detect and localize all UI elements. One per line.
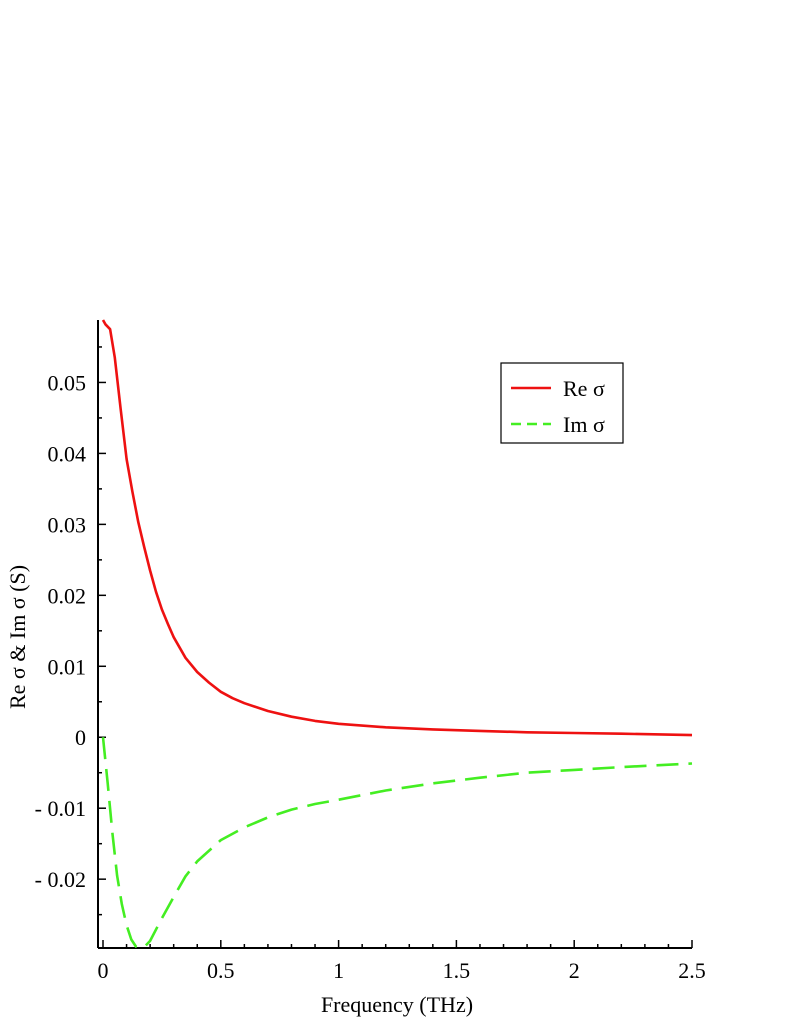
legend-box (500, 362, 624, 444)
y-tick-label: 0.01 (48, 654, 87, 679)
y-tick-label: 0.03 (48, 512, 87, 537)
x-tick-label: 0.5 (207, 958, 235, 983)
series-layer (101, 319, 693, 950)
x-tick-label: 2.5 (678, 958, 706, 983)
y-tick-label: 0.05 (48, 370, 87, 395)
series-line-im (101, 737, 693, 950)
series-line-re (101, 319, 693, 737)
axes: 0.05 0.04 0.03 0.02 0.01 0 - 0.01 - 0.02 0 0.5 1 1.… (35, 320, 706, 983)
x-tick-label: 0 (98, 958, 109, 983)
x-axis-title: Frequency (THz) (321, 992, 473, 1017)
y-tick-label: 0.02 (48, 583, 87, 608)
x-tick-label: 1.5 (443, 958, 471, 983)
y-tick-label: - 0.02 (35, 867, 86, 892)
y-axis-title: Re σ & Im σ (S) (5, 565, 30, 709)
y-tick-label: - 0.01 (35, 796, 86, 821)
y-tick-label: 0.04 (48, 441, 87, 466)
legend-label: Re σ (563, 376, 605, 401)
x-tick-label: 2 (569, 958, 580, 983)
legend: Re σ Im σ (500, 362, 624, 444)
y-tick-label: 0 (75, 725, 86, 750)
legend-label: Im σ (563, 412, 605, 437)
x-tick-label: 1 (333, 958, 344, 983)
